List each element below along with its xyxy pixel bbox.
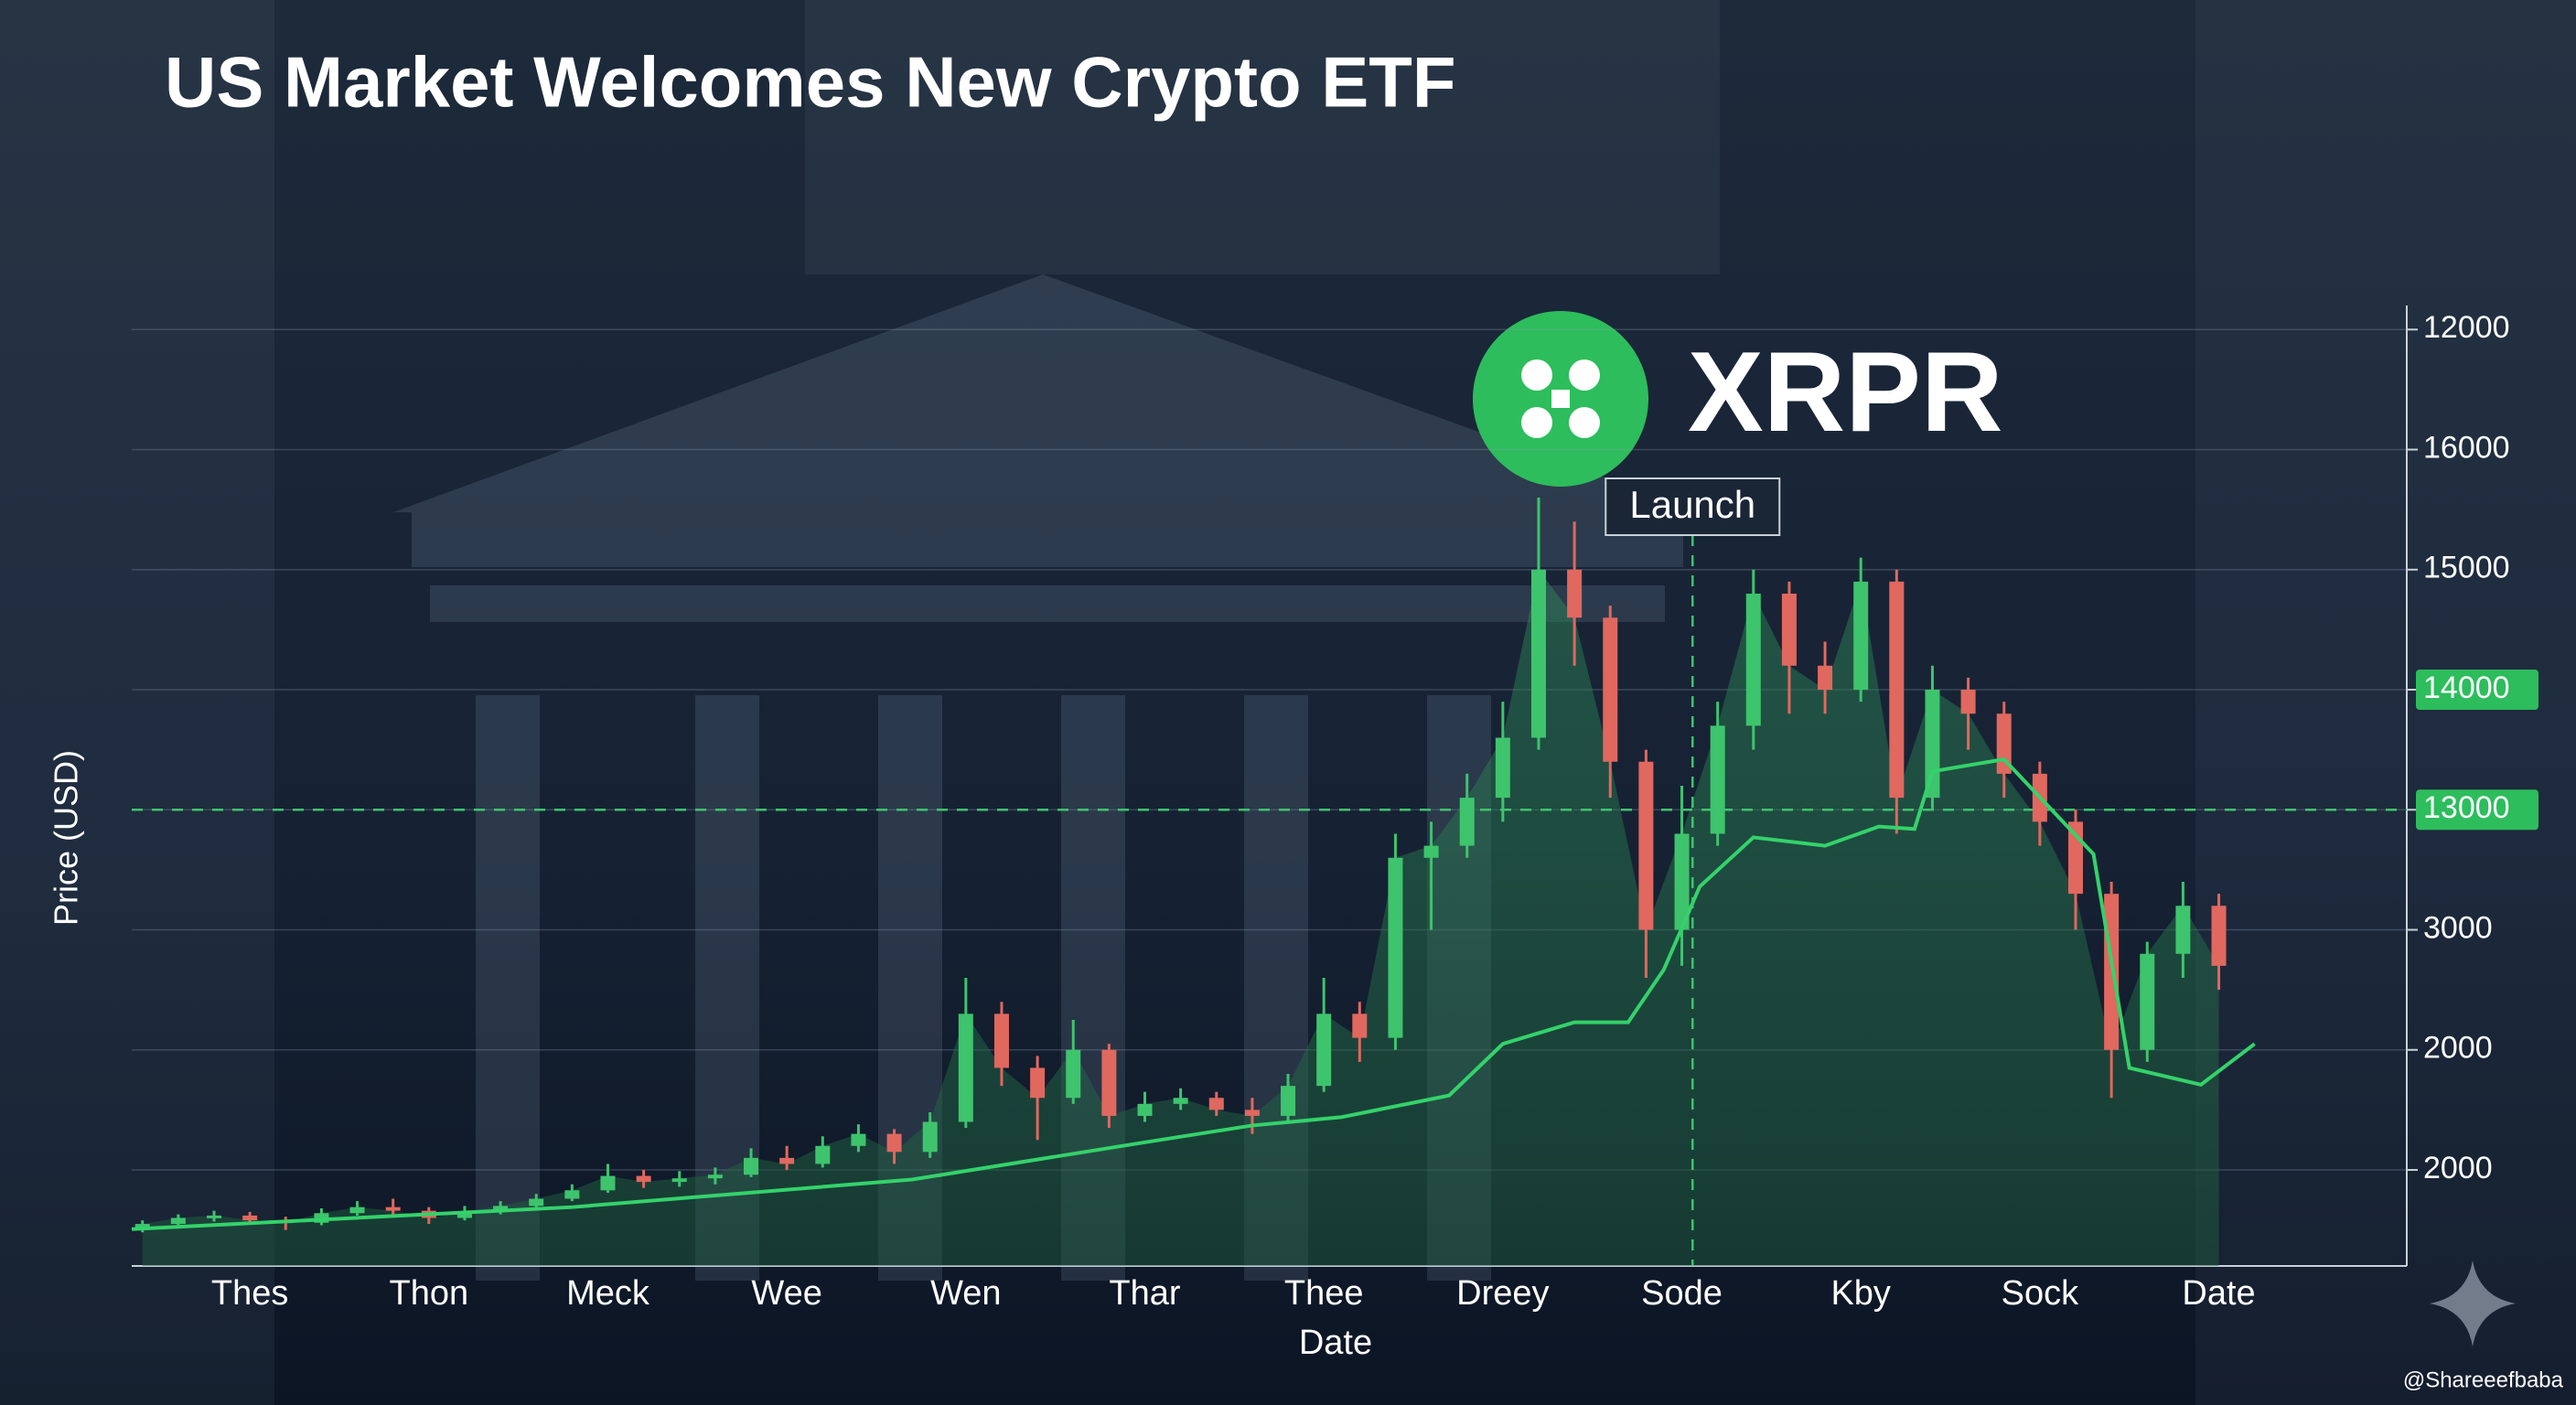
price-area — [142, 569, 2219, 1266]
candle-body — [1316, 1014, 1332, 1087]
candle-body — [1281, 1086, 1296, 1116]
x-tick-label: Wen — [930, 1274, 1001, 1313]
candle-body — [1853, 581, 1869, 690]
candle-body — [1173, 1098, 1188, 1104]
candle-body — [1101, 1049, 1117, 1116]
candle-body — [851, 1133, 866, 1146]
candle-body — [1710, 725, 1725, 834]
x-axis-label: Date — [1299, 1324, 1372, 1362]
candle-body — [2175, 906, 2191, 954]
logo-text: XRPR — [1688, 329, 2003, 456]
y-tick-label: 2000 — [2423, 1151, 2493, 1185]
y-tick-label: 14000 — [2423, 670, 2510, 705]
x-tick-label: Thes — [211, 1274, 288, 1313]
candle-body — [1030, 1067, 1046, 1099]
candle-body — [1208, 1098, 1224, 1110]
x-tick-label: Thar — [1109, 1274, 1180, 1313]
candle-body — [1388, 857, 1403, 1038]
candle-body — [1066, 1049, 1081, 1099]
x-tick-label: Meck — [566, 1274, 650, 1313]
y-tick-label: 12000 — [2423, 310, 2510, 345]
candle-body — [922, 1121, 938, 1153]
candle-body — [993, 1014, 1009, 1068]
y-axis-label: Price (USD) — [48, 750, 85, 926]
x-tick-label: Sock — [2002, 1274, 2079, 1313]
y-tick-label: 15000 — [2423, 551, 2510, 585]
candle-body — [886, 1133, 902, 1153]
candle-body — [707, 1174, 723, 1179]
x-tick-label: Dreey — [1456, 1274, 1549, 1313]
candle-body — [1137, 1103, 1153, 1116]
sparkle-icon — [2430, 1260, 2516, 1346]
candle-body — [456, 1211, 472, 1218]
candle-body — [1745, 594, 1761, 726]
candle-body — [1818, 665, 1833, 690]
candle-body — [779, 1157, 795, 1164]
candle-body — [1495, 737, 1510, 799]
candle-body — [1423, 845, 1439, 858]
annotation-box — [1605, 477, 1781, 536]
candle-body — [2140, 953, 2155, 1050]
candle-body — [170, 1217, 186, 1225]
y-tick-label: 3000 — [2423, 910, 2493, 945]
candle-body — [1781, 594, 1797, 666]
x-tick-label: Date — [2182, 1274, 2255, 1313]
candle-body — [1567, 569, 1583, 618]
candle-body — [564, 1190, 580, 1199]
candle-body — [1960, 690, 1976, 714]
candle-body — [636, 1175, 651, 1183]
candle-body — [744, 1157, 759, 1175]
x-tick-label: Thee — [1284, 1274, 1364, 1313]
candle-body — [1889, 581, 1905, 799]
x-tick-label: Sode — [1641, 1274, 1723, 1313]
y-tick-label: 16000 — [2423, 430, 2510, 465]
candle-body — [958, 1014, 973, 1122]
candle-body — [671, 1178, 687, 1183]
x-tick-label: Wee — [751, 1274, 821, 1313]
annotation-label: Launch — [1629, 483, 1755, 526]
chart-title: US Market Welcomes New Crypto ETF — [165, 42, 1456, 123]
candle-body — [1352, 1014, 1368, 1038]
candle-body — [385, 1207, 401, 1211]
candle-body — [529, 1198, 544, 1207]
candle-body — [207, 1215, 222, 1218]
candle-body — [349, 1207, 365, 1214]
candle-body — [1603, 617, 1618, 762]
candle-body — [1925, 690, 1940, 799]
candle-body — [1674, 833, 1690, 930]
candle-body — [600, 1175, 616, 1191]
candle-body — [1530, 569, 1546, 738]
logo-icon — [1521, 359, 1600, 438]
watermark: @Shareeefbaba — [2403, 1367, 2564, 1392]
y-tick-label: 13000 — [2423, 790, 2510, 825]
tick-highlight — [2416, 789, 2538, 831]
moving-average-line — [131, 756, 2256, 1231]
tick-highlight — [2416, 670, 2538, 710]
candle-body — [242, 1215, 258, 1221]
candle-body — [815, 1145, 831, 1164]
candle-body — [1244, 1110, 1260, 1116]
candle-body — [1638, 761, 1654, 930]
y-tick-label: 2000 — [2423, 1031, 2493, 1066]
x-tick-label: Thon — [390, 1274, 469, 1313]
candle-body — [1459, 798, 1475, 846]
x-tick-label: Kby — [1830, 1274, 1890, 1313]
candle-body — [2211, 906, 2227, 966]
